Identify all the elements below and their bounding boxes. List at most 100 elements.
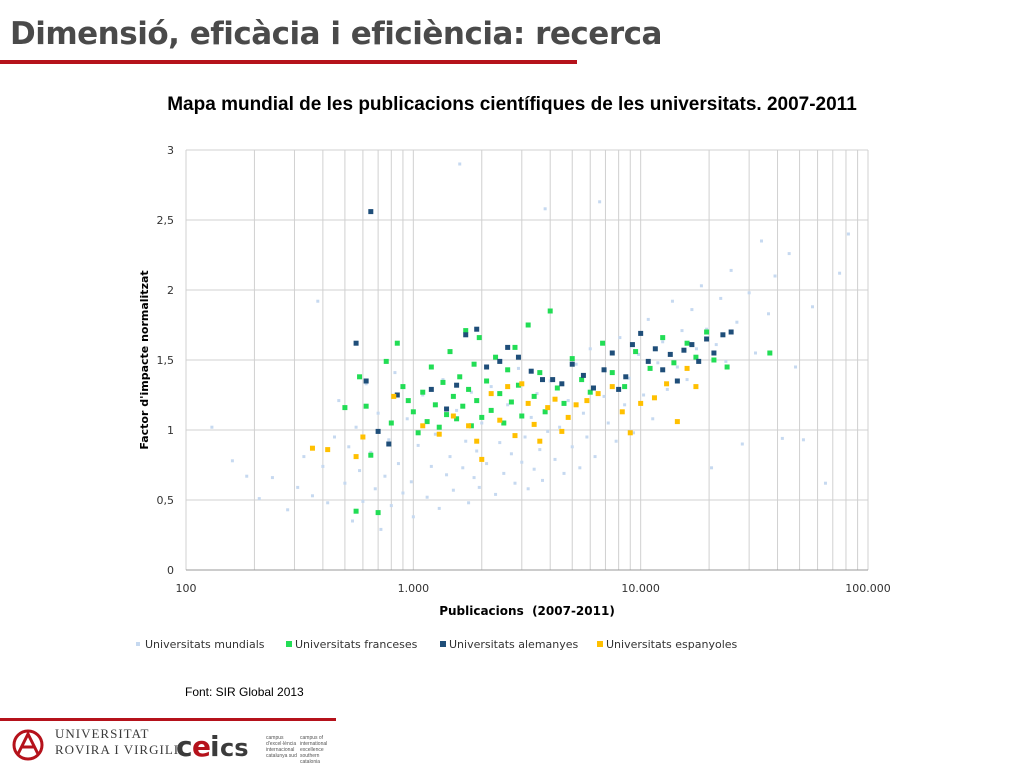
point-universitats-mundials [724,359,728,363]
point-universitats-espanyoles [674,419,680,425]
point-universitats-espanyoles [466,423,472,429]
point-universitats-espanyoles [474,438,480,444]
point-universitats-franceses [569,356,575,362]
point-universitats-franceses [505,367,511,373]
point-universitats-espanyoles [488,391,494,397]
point-universitats-alemanyes [375,428,381,434]
point-universitats-mundials [361,499,365,503]
point-universitats-mundials [332,435,336,439]
point-universitats-franceses [671,360,677,366]
point-universitats-franceses [684,340,690,346]
point-universitats-mundials [759,239,763,243]
x-tick-label: 100.000 [845,582,891,595]
legend-label: Universitats mundials [145,638,265,651]
point-universitats-mundials [321,464,325,468]
point-universitats-alemanyes [711,350,717,356]
point-universitats-mundials [513,481,517,485]
point-universitats-franceses [767,350,773,356]
x-tick-label: 1.000 [398,582,430,595]
point-universitats-mundials [581,411,585,415]
point-universitats-alemanyes [645,358,651,364]
point-universitats-mundials [286,508,290,512]
point-universitats-franceses [454,416,460,422]
point-universitats-espanyoles [309,445,315,451]
point-universitats-franceses [525,322,531,328]
point-universitats-mundials [710,466,714,470]
point-universitats-alemanyes [601,367,607,373]
point-universitats-espanyoles [619,409,625,415]
point-universitats-alemanyes [394,392,400,398]
point-universitats-mundials [347,445,351,449]
point-universitats-mundials [593,455,597,459]
point-universitats-mundials [578,466,582,470]
point-universitats-mundials [675,365,679,369]
point-universitats-mundials [480,421,484,425]
point-universitats-mundials [735,320,739,324]
point-universitats-franceses [342,405,348,411]
point-universitats-franceses [600,340,606,346]
point-universitats-franceses [622,384,628,390]
point-universitats-franceses [400,384,406,390]
point-universitats-alemanyes [569,361,575,367]
point-universitats-franceses [457,374,463,380]
point-universitats-mundials [562,471,566,475]
point-universitats-espanyoles [325,447,331,453]
point-universitats-franceses [587,389,593,395]
point-universitats-alemanyes [696,358,702,364]
y-tick-label: 0,5 [157,494,175,507]
point-universitats-mundials [409,480,413,484]
point-universitats-mundials [416,443,420,447]
point-universitats-espanyoles [693,384,699,390]
point-universitats-mundials [535,392,539,396]
point-universitats-alemanyes [428,386,434,392]
point-universitats-mundials [646,317,650,321]
point-universitats-franceses [537,370,543,376]
point-universitats-mundials [316,299,320,303]
point-universitats-mundials [448,455,452,459]
point-universitats-mundials [546,429,550,433]
point-universitats-mundials [376,411,380,415]
point-universitats-franceses [471,361,477,367]
point-universitats-mundials [566,399,570,403]
urv-logo-icon [12,729,44,761]
point-universitats-espanyoles [684,365,690,371]
point-universitats-espanyoles [664,381,670,387]
point-universitats-mundials [350,519,354,523]
point-universitats-mundials [574,362,578,366]
cei-logo-icon: c e i cs [176,730,249,762]
point-universitats-franceses [493,354,499,360]
point-universitats-alemanyes [528,368,534,374]
point-universitats-mundials [383,474,387,478]
point-universitats-mundials [670,299,674,303]
point-universitats-mundials [618,336,622,340]
point-universitats-mundials [464,439,468,443]
legend-marker [286,641,292,647]
point-universitats-franceses [515,382,521,388]
point-universitats-mundials [585,435,589,439]
point-universitats-franceses [436,424,442,430]
point-universitats-mundials [516,366,520,370]
point-universitats-mundials [506,403,510,407]
footer-rule [0,718,336,721]
point-universitats-alemanyes [689,342,695,348]
point-universitats-mundials [740,442,744,446]
point-universitats-mundials [475,449,479,453]
point-universitats-mundials [680,329,684,333]
point-universitats-alemanyes [368,209,374,215]
point-universitats-mundials [364,382,368,386]
point-universitats-franceses [542,409,548,415]
point-universitats-franceses [368,452,374,458]
svg-text:c: c [176,730,193,762]
point-universitats-franceses [519,413,525,419]
point-universitats-mundials [766,312,770,316]
point-universitats-franceses [463,328,469,334]
cei-tagline-ca: campus d'excel·lència internacional cata… [266,735,297,759]
point-universitats-mundials [502,471,506,475]
point-universitats-mundials [387,438,391,442]
point-universitats-mundials [699,284,703,288]
point-universitats-mundials [614,439,618,443]
svg-text:e: e [192,730,211,762]
point-universitats-alemanyes [660,367,666,373]
point-universitats-mundials [754,351,758,355]
cei-tagline-en: campus of international excellence south… [300,735,328,765]
